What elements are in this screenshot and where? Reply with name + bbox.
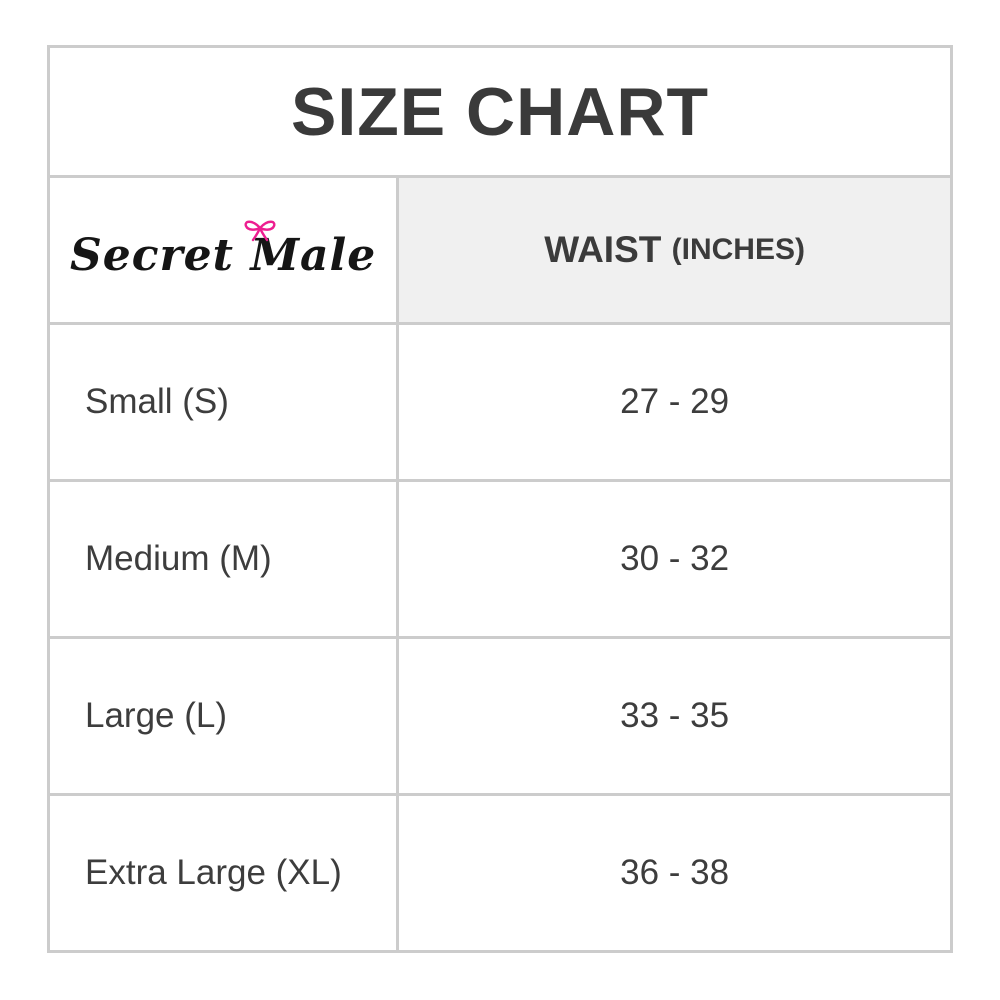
header-row: Secret Male WAIST (INCHES) [50, 178, 950, 325]
title-row: SIZE CHART [50, 48, 950, 178]
table-row: Large (L) 33 - 35 [50, 639, 950, 796]
waist-header-main: WAIST [544, 229, 672, 270]
page-title: SIZE CHART [291, 73, 709, 150]
waist-value: 30 - 32 [620, 539, 730, 578]
table-row: Small (S) 27 - 29 [50, 325, 950, 482]
size-label: Extra Large (XL) [50, 796, 400, 950]
table-row: Medium (M) 30 - 32 [50, 482, 950, 639]
brand-logo-cell: Secret Male [50, 178, 400, 322]
size-label: Medium (M) [50, 482, 400, 636]
waist-column-header: WAIST (INCHES) [399, 178, 950, 322]
waist-header-sub: (INCHES) [671, 233, 805, 266]
size-label: Small (S) [50, 325, 400, 479]
size-chart-table: SIZE CHART Secret Male W [47, 45, 953, 953]
waist-value: 27 - 29 [620, 382, 730, 421]
waist-value: 33 - 35 [620, 696, 730, 735]
waist-value: 36 - 38 [620, 853, 730, 892]
brand-logo: Secret Male [70, 220, 376, 281]
table-row: Extra Large (XL) 36 - 38 [50, 796, 950, 950]
brand-name: Secret Male [69, 229, 377, 281]
bow-icon [241, 204, 279, 255]
size-label: Large (L) [50, 639, 400, 793]
